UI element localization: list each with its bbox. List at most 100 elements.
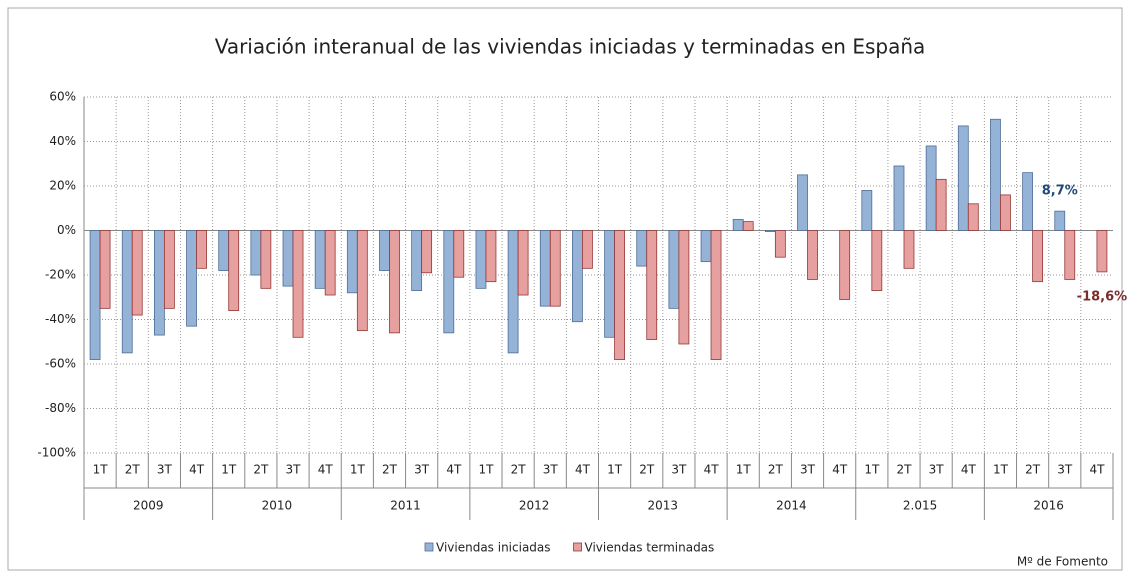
- y-tick-label: -20%: [45, 268, 76, 282]
- bar: [282, 230, 294, 287]
- bar: [1064, 230, 1076, 280]
- group-label: 2014: [776, 499, 807, 513]
- bar: [356, 230, 368, 332]
- bar: [710, 230, 722, 360]
- x-tick-label: 2T: [639, 463, 655, 477]
- bar: [764, 230, 776, 233]
- bar: [967, 203, 979, 231]
- source: Mº de Fomento: [1017, 555, 1108, 569]
- y-tick-label: 40%: [49, 134, 76, 148]
- y-tick-label: -40%: [45, 312, 76, 326]
- x-tick-label: 3T: [157, 463, 173, 477]
- x-tick-label: 3T: [1057, 463, 1073, 477]
- group-label: 2.015: [903, 499, 937, 513]
- bar: [475, 230, 487, 289]
- bar: [742, 221, 754, 231]
- bar: [807, 230, 818, 280]
- chart-title: Variación interanual de las viviendas in…: [215, 35, 926, 59]
- bar: [935, 178, 947, 231]
- x-tick-label: 4T: [575, 463, 591, 477]
- x-tick-label: 4T: [961, 463, 977, 477]
- group-label: 2009: [133, 499, 164, 513]
- bar: [1022, 172, 1034, 231]
- bar: [861, 190, 873, 231]
- bar: [260, 230, 272, 289]
- group-label: 2013: [648, 499, 679, 513]
- bar: [990, 118, 1001, 231]
- x-tick-label: 4T: [446, 463, 462, 477]
- x-tick-label: 4T: [704, 463, 720, 477]
- bar: [1000, 194, 1011, 231]
- x-tick-label: 4T: [832, 463, 848, 477]
- bar: [871, 230, 883, 291]
- bar: [292, 230, 304, 338]
- bar: [636, 230, 648, 267]
- bar: [1032, 230, 1044, 283]
- bar: [549, 230, 561, 307]
- x-tick-label: 3T: [929, 463, 945, 477]
- bar: [250, 230, 262, 276]
- bar: [131, 230, 143, 316]
- group-label: 2010: [262, 499, 293, 513]
- bar: [218, 230, 230, 271]
- legend-label: Viviendas terminadas: [585, 541, 715, 555]
- bar: [443, 230, 455, 334]
- x-tick-label: 4T: [1089, 463, 1105, 477]
- group-label: 2011: [390, 499, 421, 513]
- y-tick-label: 20%: [49, 179, 76, 193]
- x-tick-label: 2T: [1025, 463, 1041, 477]
- bar: [732, 218, 744, 231]
- chart-frame: [7, 7, 1123, 571]
- bar: [379, 230, 390, 271]
- group-label: 2012: [519, 499, 550, 513]
- x-tick-label: 4T: [318, 463, 334, 477]
- bar: [89, 230, 101, 360]
- bar: [582, 230, 593, 269]
- bar: [957, 125, 969, 231]
- bar: [346, 230, 358, 294]
- x-tick-label: 3T: [286, 463, 302, 477]
- bar: [163, 230, 175, 309]
- bar: [507, 230, 519, 354]
- y-tick-label: 0%: [57, 223, 76, 237]
- bar: [324, 230, 336, 296]
- bar: [186, 230, 197, 327]
- bar: [774, 230, 786, 258]
- bar: [700, 230, 712, 263]
- x-tick-label: 1T: [93, 463, 109, 477]
- x-tick-label: 2T: [511, 463, 527, 477]
- bar: [411, 230, 423, 291]
- bar: [196, 230, 207, 269]
- bar: [485, 230, 497, 283]
- bar: [517, 230, 529, 296]
- x-tick-label: 1T: [478, 463, 494, 477]
- bar: [228, 230, 240, 311]
- bar: [893, 165, 905, 231]
- legend-label: Viviendas iniciadas: [436, 541, 551, 555]
- bar: [421, 230, 433, 274]
- x-tick-label: 1T: [607, 463, 623, 477]
- legend-swatch: [573, 542, 582, 552]
- y-tick-label: -80%: [45, 401, 76, 415]
- x-tick-label: 2T: [382, 463, 398, 477]
- bar: [1096, 230, 1108, 273]
- bar: [572, 230, 583, 323]
- x-tick-label: 1T: [864, 463, 880, 477]
- bar: [678, 230, 690, 345]
- x-tick-label: 3T: [543, 463, 559, 477]
- y-tick-label: -100%: [37, 446, 76, 460]
- bar: [314, 230, 326, 289]
- bar: [99, 230, 111, 309]
- bar: [614, 230, 625, 360]
- x-tick-label: 1T: [350, 463, 366, 477]
- x-tick-label: 1T: [993, 463, 1009, 477]
- x-tick-label: 2T: [897, 463, 913, 477]
- bar: [797, 174, 808, 231]
- bar: [604, 230, 615, 338]
- x-tick-label: 1T: [221, 463, 237, 477]
- bar: [668, 230, 680, 309]
- data-label: -18,6%: [1077, 289, 1128, 304]
- bar: [539, 230, 551, 307]
- y-tick-label: 60%: [49, 90, 76, 104]
